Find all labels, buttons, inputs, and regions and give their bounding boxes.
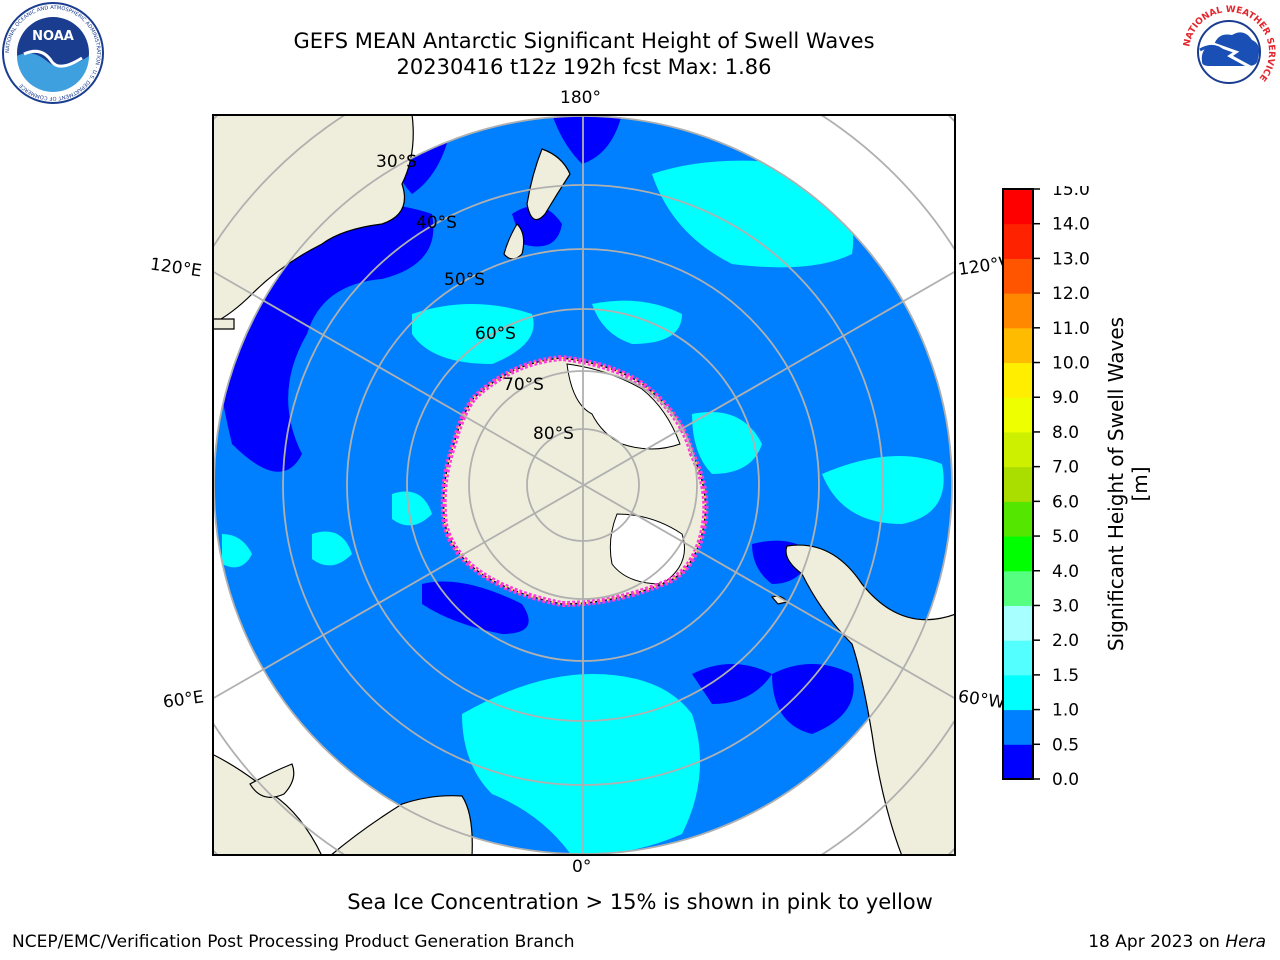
antarctic-swell-map [212,114,956,856]
colorbar-tick-label: 13.0 [1052,249,1090,269]
colorbar-tick-label: 0.5 [1052,735,1079,755]
chart-subtitle: 20230416 t12z 192h fcst Max: 1.86 [396,55,772,79]
footer-host: Hera [1225,932,1266,952]
colorbar-block [1003,466,1033,502]
lon-label-180: 180° [560,88,601,108]
colorbar-block [1003,709,1033,745]
colorbar-tick-label: 1.0 [1052,701,1079,721]
colorbar: 0.0 0.5 1.0 1.5 2.0 3.0 4.0 5.0 6.0 7.0 8.0 9.0 10.0… [1002,186,1090,786]
national-weather-service-logo-icon: NATIONAL WEATHER SERVICE [1180,3,1278,101]
colorbar-tick-label: 2.0 [1052,631,1079,651]
colorbar-tick-label: 10.0 [1052,354,1090,374]
sea-ice-note: Sea Ice Concentration > 15% is shown in … [347,890,933,914]
colorbar-tick-label: 6.0 [1052,492,1079,512]
colorbar-block [1003,223,1033,259]
colorbar-block [1003,397,1033,433]
colorbar-block [1003,293,1033,329]
colorbar-tick-label: 1.5 [1052,666,1079,686]
colorbar-block [1003,501,1033,537]
colorbar-block [1003,674,1033,711]
colorbar-tick-label: 5.0 [1052,527,1079,547]
colorbar-block [1003,536,1033,572]
lat-label-80s: 80°S [533,424,574,444]
colorbar-tick-label: 12.0 [1052,284,1090,304]
lat-label-30s: 30°S [376,152,417,172]
lon-label-0: 0° [572,857,592,877]
colorbar-block [1003,605,1033,641]
colorbar-label: Significant Height of Swell Waves [m] [1104,316,1152,652]
colorbar-tick-label: 9.0 [1052,388,1079,408]
colorbar-tick-label: 14.0 [1052,215,1090,235]
footer-date: 18 Apr 2023 on Hera [1088,932,1266,952]
lon-label-60w: 60°W [956,686,1007,714]
colorbar-block [1003,640,1033,676]
colorbar-block [1003,570,1033,606]
colorbar-tick-label: 0.0 [1052,770,1079,786]
lat-label-60s: 60°S [475,324,516,344]
footer-date-prefix: 18 Apr 2023 on [1088,932,1226,952]
colorbar-block [1003,327,1033,364]
colorbar-block [1003,431,1033,468]
footer-credit: NCEP/EMC/Verification Post Processing Pr… [12,932,575,952]
colorbar-block [1003,258,1033,294]
lat-label-40s: 40°S [416,213,457,233]
colorbar-block [1003,189,1033,225]
colorbar-block [1003,744,1033,780]
lat-label-50s: 50°S [444,270,485,290]
colorbar-tick-label: 15.0 [1052,186,1090,200]
colorbar-tick-label: 3.0 [1052,596,1079,616]
colorbar-block [1003,362,1033,398]
chart-title: GEFS MEAN Antarctic Significant Height o… [293,29,875,53]
lon-label-120e: 120°E [148,254,203,282]
colorbar-tick-label: 8.0 [1052,423,1079,443]
lat-label-70s: 70°S [503,375,544,395]
colorbar-tick-label: 11.0 [1052,319,1090,339]
colorbar-tick-label: 4.0 [1052,562,1079,582]
noaa-text: NOAA [32,29,74,44]
colorbar-tick-label: 7.0 [1052,458,1079,478]
lon-label-60e: 60°E [161,687,206,713]
noaa-logo-icon: NATIONAL OCEANIC AND ATMOSPHERIC ADMINIS… [2,2,104,104]
